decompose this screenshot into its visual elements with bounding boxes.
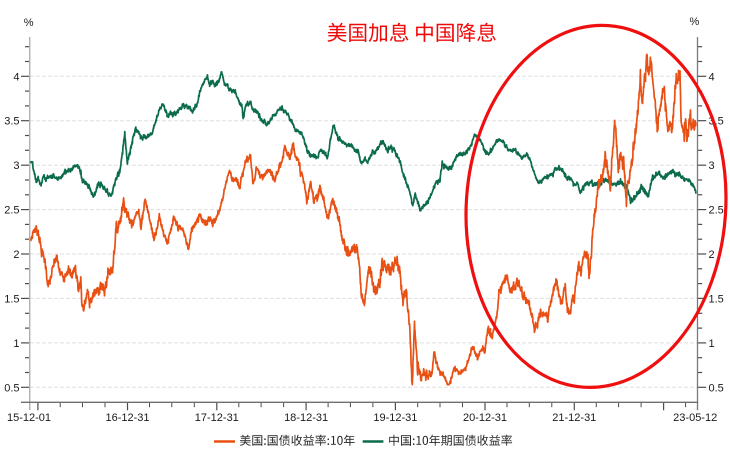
svg-text:2.5: 2.5	[4, 205, 19, 217]
svg-text:1.5: 1.5	[4, 293, 19, 305]
svg-text:0.5: 0.5	[709, 382, 724, 394]
svg-text:3: 3	[709, 160, 715, 172]
svg-text:3.5: 3.5	[4, 116, 19, 128]
svg-text:%: %	[690, 16, 700, 28]
svg-text:16-12-31: 16-12-31	[105, 412, 149, 424]
svg-text:4: 4	[13, 71, 19, 83]
svg-text:15-12-01: 15-12-01	[7, 412, 51, 424]
svg-text:1: 1	[709, 338, 715, 350]
svg-text:%: %	[24, 17, 34, 29]
svg-text:2: 2	[13, 249, 19, 261]
svg-text:23-05-12: 23-05-12	[673, 412, 717, 424]
svg-text:18-12-31: 18-12-31	[284, 412, 328, 424]
svg-text:19-12-31: 19-12-31	[373, 412, 417, 424]
svg-text:21-12-31: 21-12-31	[552, 412, 596, 424]
svg-text:2.5: 2.5	[709, 205, 724, 217]
svg-text:0.5: 0.5	[4, 382, 19, 394]
svg-text:4: 4	[709, 71, 715, 83]
svg-text:2: 2	[709, 249, 715, 261]
svg-text:20-12-31: 20-12-31	[463, 412, 507, 424]
svg-text:17-12-31: 17-12-31	[195, 412, 239, 424]
svg-text:3: 3	[13, 160, 19, 172]
svg-text:1: 1	[13, 338, 19, 350]
svg-text:1.5: 1.5	[709, 293, 724, 305]
